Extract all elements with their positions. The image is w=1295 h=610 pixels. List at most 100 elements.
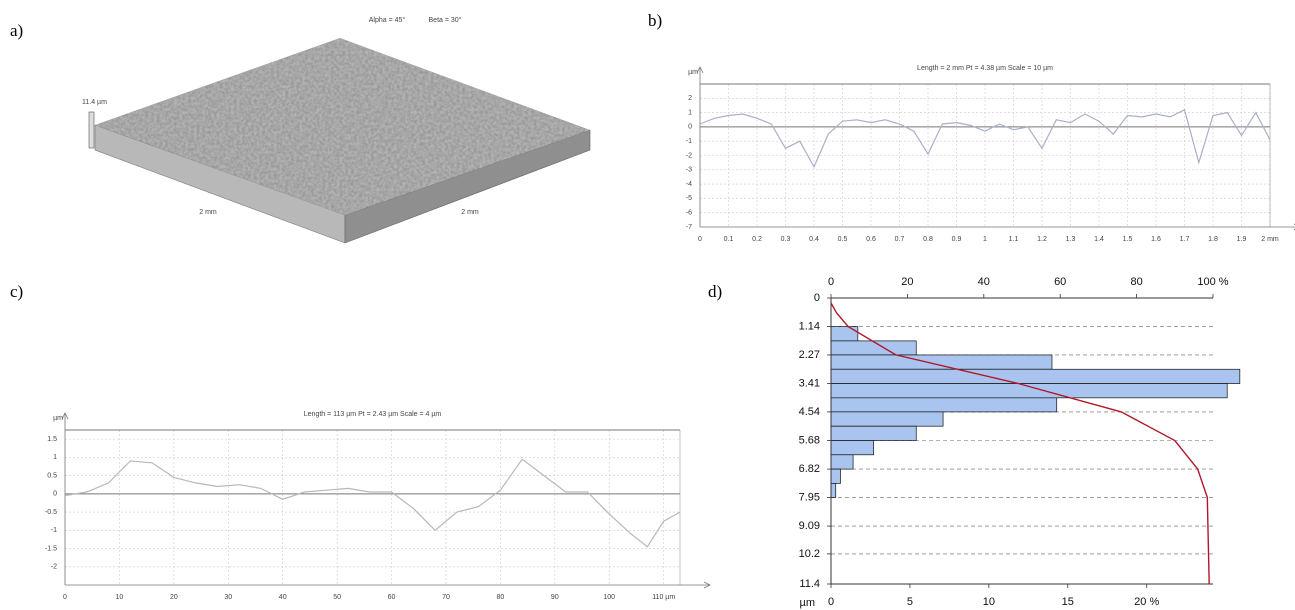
x-tick-label: 1.9 xyxy=(1237,236,1247,243)
x-tick-label: 80 xyxy=(496,594,504,601)
x-tick-label: 70 xyxy=(442,594,450,601)
histogram-bar xyxy=(831,327,858,341)
x2-tick-label: 60 xyxy=(1054,276,1066,288)
histogram-bar xyxy=(831,483,836,497)
y-unit: µm xyxy=(799,597,815,609)
x-tick-label: 0.5 xyxy=(838,236,848,243)
surface-texture xyxy=(95,38,590,215)
x2-tick-label: 0 xyxy=(828,276,834,288)
x-tick-label: 0.3 xyxy=(781,236,791,243)
x-tick-label: 0.8 xyxy=(923,236,933,243)
y-tick-label: 11.4 xyxy=(799,578,820,590)
chart-title: Length = 2 mm Pt = 4.38 µm Scale = 10 µm xyxy=(917,65,1053,72)
x-tick-label: 0.7 xyxy=(895,236,905,243)
y-tick-label: 0 xyxy=(688,124,692,131)
histogram-bar xyxy=(831,440,874,454)
x-tick-label: 1.3 xyxy=(1066,236,1076,243)
x-tick-label: 50 xyxy=(333,594,341,601)
x-tick-label: 0.9 xyxy=(952,236,962,243)
x-tick-label: 100 xyxy=(603,594,615,601)
x-tick-label: 5 xyxy=(907,596,913,608)
x-tick-label: 0.4 xyxy=(809,236,819,243)
x-tick-label: 1.8 xyxy=(1208,236,1218,243)
x-tick-label: 1.7 xyxy=(1180,236,1190,243)
x-tick-label: 1 xyxy=(983,236,987,243)
histogram-bar xyxy=(831,341,916,355)
x-tick-label: 1.2 xyxy=(1037,236,1047,243)
x-tick-label: 0 xyxy=(828,596,834,608)
profile-line xyxy=(700,110,1270,167)
x-tick-label: 1.1 xyxy=(1009,236,1019,243)
x-tick-label: 20 xyxy=(170,594,178,601)
y-tick-label: 9.09 xyxy=(799,520,820,532)
y-tick-label: -0.5 xyxy=(45,509,57,516)
y-tick-label: 1.14 xyxy=(799,321,820,333)
annotation: Alpha = 45° xyxy=(369,16,406,24)
y-tick-label: -1 xyxy=(686,138,692,145)
x-tick-label: 0 xyxy=(63,594,67,601)
y-tick-label: -3 xyxy=(686,167,692,174)
surface-3d xyxy=(89,38,590,243)
x-tick-label: 20 % xyxy=(1134,596,1159,608)
z-label: 11.4 µm xyxy=(82,99,107,106)
y-tick-label: -5 xyxy=(686,195,692,202)
x-tick-label: 2 mm xyxy=(1261,236,1279,243)
y-tick-label: 3.41 xyxy=(799,377,820,389)
panel-label: d) xyxy=(708,282,722,301)
y-tick-label: -1 xyxy=(51,527,57,534)
histogram-bar xyxy=(831,455,853,469)
x2-tick-label: 80 xyxy=(1130,276,1142,288)
x-tick-label: 15 xyxy=(1062,596,1074,608)
x-tick-label: 1.5 xyxy=(1123,236,1133,243)
x2-tick-label: 40 xyxy=(978,276,990,288)
y-label: 2 mm xyxy=(461,209,479,216)
y-tick-label: 2 xyxy=(688,95,692,102)
y-tick-label: 0.5 xyxy=(47,472,57,479)
figure: a)Alpha = 45°Beta = 30°11.4 µm2 mm2 mmb)… xyxy=(0,0,1295,610)
x-label: 2 mm xyxy=(199,209,217,216)
panel-label: c) xyxy=(10,282,23,301)
histogram-bar xyxy=(831,412,943,426)
y-tick-label: 1 xyxy=(53,454,57,461)
x-tick-label: 10 xyxy=(116,594,124,601)
y-tick-label: 7.95 xyxy=(799,491,820,503)
histogram-bar xyxy=(831,469,840,483)
histogram-bar xyxy=(831,426,916,440)
x-tick-label: 30 xyxy=(224,594,232,601)
y-tick-label: -1.5 xyxy=(45,545,57,552)
x-tick-label: 110 µm xyxy=(652,594,675,601)
y-tick-label: -6 xyxy=(686,210,692,217)
x-tick-label: 1.4 xyxy=(1094,236,1104,243)
y-tick-label: 0 xyxy=(53,491,57,498)
y-tick-label: 1.5 xyxy=(47,436,57,443)
y-unit: µm xyxy=(688,69,698,76)
y-tick-label: 10.2 xyxy=(799,548,820,560)
x-tick-label: 60 xyxy=(388,594,396,601)
y-tick-label: -4 xyxy=(686,181,692,188)
y-tick-label: 5.68 xyxy=(799,434,820,446)
y-tick-label: 0 xyxy=(814,292,820,304)
x2-tick-label: 20 xyxy=(901,276,913,288)
y-tick-label: 1 xyxy=(688,109,692,116)
x2-tick-label: 100 % xyxy=(1197,276,1228,288)
y-tick-label: -2 xyxy=(686,152,692,159)
chart-title: Length = 113 µm Pt = 2.43 µm Scale = 4 µ… xyxy=(304,411,442,418)
histogram-bar xyxy=(831,355,1052,369)
panel-label: a) xyxy=(10,21,23,40)
x-tick-label: 0.2 xyxy=(752,236,762,243)
histogram-bar xyxy=(831,369,1240,383)
y-tick-label: -7 xyxy=(686,224,692,231)
y-tick-label: 4.54 xyxy=(799,406,820,418)
x-tick-label: 0 xyxy=(698,236,702,243)
z-scale-bar xyxy=(89,112,94,148)
panel-label: b) xyxy=(648,11,662,30)
y-tick-label: 2.27 xyxy=(799,349,820,361)
y-tick-label: -2 xyxy=(51,564,57,571)
x-tick-label: 10 xyxy=(983,596,995,608)
y-tick-label: 6.82 xyxy=(799,463,820,475)
x-tick-label: 90 xyxy=(551,594,559,601)
profile-line xyxy=(65,459,680,547)
x-tick-label: 0.6 xyxy=(866,236,876,243)
annotation: Beta = 30° xyxy=(429,16,462,24)
x-tick-label: 0.1 xyxy=(724,236,734,243)
